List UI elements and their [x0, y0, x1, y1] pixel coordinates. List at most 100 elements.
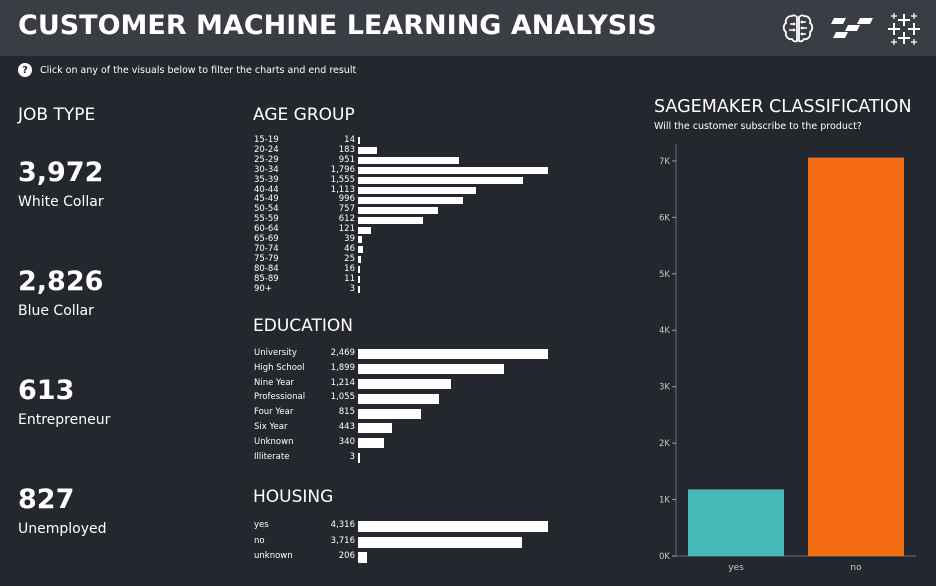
y-tick-label: 4K — [659, 326, 670, 336]
bar[interactable] — [358, 167, 548, 175]
education-chart[interactable]: University 2,469 High School 1,899 Nine Year… — [254, 347, 554, 463]
sagemaker-bar-chart[interactable]: 0K 1K 2K 3K 4K 5K 6K 7K yes no — [640, 140, 930, 580]
bar-value-label: 951 — [338, 154, 355, 165]
bar-category-label: yes — [254, 520, 269, 530]
bar-row-yes[interactable]: yes 4,316 — [254, 519, 554, 535]
bar-category-label: 45-49 — [254, 194, 279, 205]
bar-category-label: 65-69 — [254, 234, 279, 244]
bar[interactable] — [358, 393, 440, 404]
bar-value-label: 121 — [338, 224, 355, 235]
bar-value-label: 39 — [344, 234, 355, 244]
bar-category-label: 55-59 — [254, 214, 279, 225]
x-tick-label: yes — [728, 563, 744, 573]
bar-row-50-54[interactable]: 50-54 757 — [254, 204, 554, 215]
y-tick-label: 3K — [659, 383, 670, 393]
white-collar-count[interactable]: 3,972 — [18, 157, 104, 188]
blue-collar-label[interactable]: Blue Collar — [18, 303, 94, 319]
help-text: Click on any of the visuals below to fil… — [40, 64, 357, 76]
bar-row-nine-year[interactable]: Nine Year 1,214 — [254, 377, 554, 392]
bar-category-label: Illiterate — [254, 451, 290, 462]
question-icon[interactable]: ? — [18, 63, 32, 77]
bar[interactable] — [358, 438, 385, 449]
bar[interactable] — [358, 256, 361, 264]
y-tick-label: 0K — [659, 552, 670, 562]
header-bar: CUSTOMER MACHINE LEARNING ANALYSIS — [0, 0, 936, 56]
bar-row-30-34[interactable]: 30-34 1,796 — [254, 165, 554, 176]
unemployed-label[interactable]: Unemployed — [18, 521, 107, 537]
bar[interactable] — [358, 349, 548, 360]
bar-row-65-69[interactable]: 65-69 39 — [254, 234, 554, 245]
bar[interactable] — [358, 137, 360, 145]
bar-no[interactable] — [808, 157, 904, 556]
bar-row-four-year[interactable]: Four Year 815 — [254, 406, 554, 421]
bar[interactable] — [358, 552, 368, 564]
y-tick-label: 1K — [659, 496, 670, 506]
bar-category-label: Six Year — [254, 422, 288, 432]
bar-row-45-49[interactable]: 45-49 996 — [254, 194, 554, 205]
bar-row-no[interactable]: no 3,716 — [254, 535, 554, 551]
unemployed-count[interactable]: 827 — [18, 484, 75, 515]
bar[interactable] — [358, 521, 548, 533]
bar-category-label: 15-19 — [254, 135, 279, 145]
bar[interactable] — [358, 285, 360, 293]
bar[interactable] — [358, 216, 423, 224]
bar-category-label: 40-44 — [254, 184, 279, 195]
sagemaker-logo-icon — [831, 18, 873, 38]
bar-row-70-74[interactable]: 70-74 46 — [254, 244, 554, 255]
bar[interactable] — [358, 196, 464, 204]
bar-row-80-84[interactable]: 80-84 16 — [254, 263, 554, 275]
bar[interactable] — [358, 226, 371, 234]
bar-row-unknown[interactable]: unknown 206 — [254, 550, 554, 566]
housing-chart[interactable]: yes 4,316 no 3,716 unknown 206 — [254, 519, 554, 565]
bar-row-15-19[interactable]: 15-19 14 — [254, 135, 554, 146]
bar[interactable] — [358, 177, 523, 185]
bar-row-illiterate[interactable]: Illiterate 3 — [254, 451, 554, 466]
age-group-chart[interactable]: 15-19 14 20-24 183 25-29 951 30-34 1,796 35-39 1,… — [254, 135, 554, 295]
bar-row-six-year[interactable]: Six Year 443 — [254, 421, 554, 436]
bar-value-label: 1,055 — [330, 392, 355, 403]
bar-value-label: 340 — [338, 436, 355, 447]
job-type-title: JOB TYPE — [18, 105, 96, 125]
bar-row-35-39[interactable]: 35-39 1,555 — [254, 174, 554, 186]
bar-row-55-59[interactable]: 55-59 612 — [254, 214, 554, 225]
entrepreneur-count[interactable]: 613 — [18, 375, 75, 406]
bar-row-25-29[interactable]: 25-29 951 — [254, 154, 554, 166]
bar-value-label: 1,214 — [330, 377, 355, 388]
bar-row-20-24[interactable]: 20-24 183 — [254, 144, 554, 156]
bar[interactable] — [358, 206, 439, 214]
bar[interactable] — [358, 536, 522, 548]
bar-row-90-[interactable]: 90+ 3 — [254, 284, 554, 295]
bar[interactable] — [358, 236, 363, 244]
bar[interactable] — [358, 452, 360, 463]
bar-value-label: 3,716 — [330, 535, 355, 546]
bar-category-label: no — [254, 535, 265, 546]
bar[interactable] — [358, 378, 452, 389]
bar[interactable] — [358, 246, 363, 254]
bar-row-40-44[interactable]: 40-44 1,113 — [254, 184, 554, 196]
bar-yes[interactable] — [688, 489, 784, 556]
bar[interactable] — [358, 423, 393, 434]
bar-row-85-89[interactable]: 85-89 11 — [254, 273, 554, 285]
bar-row-60-64[interactable]: 60-64 121 — [254, 224, 554, 235]
bar[interactable] — [358, 364, 505, 375]
bar-value-label: 1,555 — [330, 174, 355, 185]
bar-category-label: 85-89 — [254, 273, 279, 284]
bar-value-label: 25 — [344, 253, 355, 264]
bar-category-label: 80-84 — [254, 263, 279, 274]
bar-value-label: 206 — [338, 551, 355, 561]
bar[interactable] — [358, 147, 378, 155]
bar[interactable] — [358, 186, 476, 194]
bar[interactable] — [358, 408, 421, 419]
white-collar-label[interactable]: White Collar — [18, 194, 104, 210]
entrepreneur-label[interactable]: Entrepreneur — [18, 412, 111, 428]
bar-row-75-79[interactable]: 75-79 25 — [254, 253, 554, 265]
bar[interactable] — [358, 157, 459, 165]
bar-row-professional[interactable]: Professional 1,055 — [254, 391, 554, 406]
bar-row-high-school[interactable]: High School 1,899 — [254, 362, 554, 377]
bar-value-label: 183 — [338, 144, 355, 155]
bar-row-unknown[interactable]: Unknown 340 — [254, 436, 554, 451]
bar[interactable] — [358, 276, 360, 284]
bar-row-university[interactable]: University 2,469 — [254, 347, 554, 362]
bar[interactable] — [358, 266, 360, 274]
blue-collar-count[interactable]: 2,826 — [18, 266, 104, 297]
